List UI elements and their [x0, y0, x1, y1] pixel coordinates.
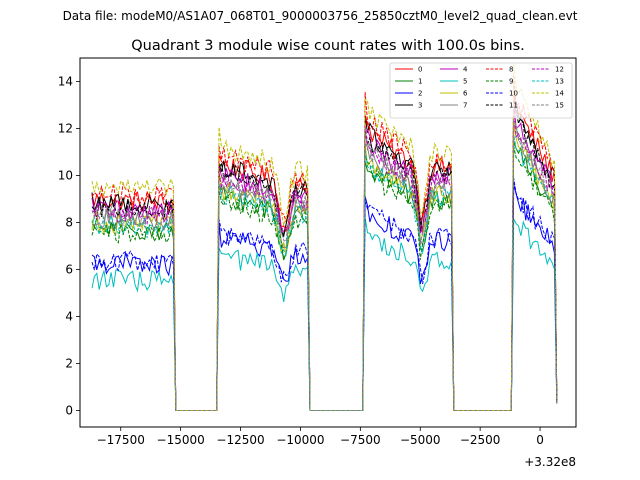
legend-label-1: 1 — [418, 78, 422, 86]
y-tick-label: 2 — [65, 357, 73, 371]
series-line-15 — [91, 119, 558, 411]
legend-label-11: 11 — [509, 102, 518, 110]
series-line-14 — [91, 63, 558, 411]
suptitle: Data file: modeM0/AS1A07_068T01_90000037… — [63, 9, 578, 23]
x-tick-label: −15000 — [157, 433, 205, 447]
legend-label-0: 0 — [418, 66, 422, 74]
series-line-10 — [91, 178, 558, 411]
legend-label-5: 5 — [463, 78, 467, 86]
ticks-layer: −17500 −15000 −12500 −10000 −7500 −5000 −2500 0… — [58, 75, 544, 447]
x-tick-label: −7500 — [340, 433, 381, 447]
series-line-0 — [91, 88, 558, 411]
y-tick-label: 0 — [65, 404, 73, 418]
legend-label-9: 9 — [509, 78, 513, 86]
x-tick-label: −5000 — [400, 433, 441, 447]
x-tick-label: −10000 — [276, 433, 324, 447]
x-offset-label: +3.32e8 — [524, 455, 576, 469]
series-line-7 — [91, 124, 558, 411]
series-line-13 — [91, 134, 558, 411]
legend-label-15: 15 — [555, 102, 564, 110]
y-tick-label: 6 — [65, 263, 73, 277]
legend-label-14: 14 — [555, 90, 564, 98]
legend-label-7: 7 — [463, 102, 467, 110]
x-tick-label: −17500 — [97, 433, 145, 447]
y-tick-label: 10 — [58, 169, 73, 183]
y-tick-label: 4 — [65, 310, 73, 324]
x-tick-label: −12500 — [216, 433, 264, 447]
y-tick-label: 12 — [58, 122, 73, 136]
legend-label-13: 13 — [555, 78, 564, 86]
series-line-1 — [91, 141, 558, 411]
series-line-5 — [91, 217, 558, 411]
legend-label-4: 4 — [463, 66, 468, 74]
legend-label-3: 3 — [418, 102, 422, 110]
series-line-9 — [91, 146, 558, 411]
series-line-8 — [91, 75, 558, 411]
x-tick-label: −2500 — [460, 433, 501, 447]
legend-label-6: 6 — [463, 90, 468, 98]
legend-label-8: 8 — [509, 66, 513, 74]
series-line-11 — [91, 104, 558, 411]
y-tick-label: 8 — [65, 216, 73, 230]
series-layer — [91, 63, 558, 411]
legend-frame — [389, 62, 573, 119]
legend-label-2: 2 — [418, 90, 422, 98]
series-line-12 — [91, 106, 558, 411]
plot-frame — [79, 57, 577, 428]
chart-title: Quadrant 3 module wise count rates with … — [131, 38, 525, 54]
legend-label-10: 10 — [509, 90, 518, 98]
x-tick-label: 0 — [536, 433, 544, 447]
legend-label-12: 12 — [555, 66, 564, 74]
series-line-6 — [91, 122, 558, 411]
y-tick-label: 14 — [58, 75, 73, 89]
